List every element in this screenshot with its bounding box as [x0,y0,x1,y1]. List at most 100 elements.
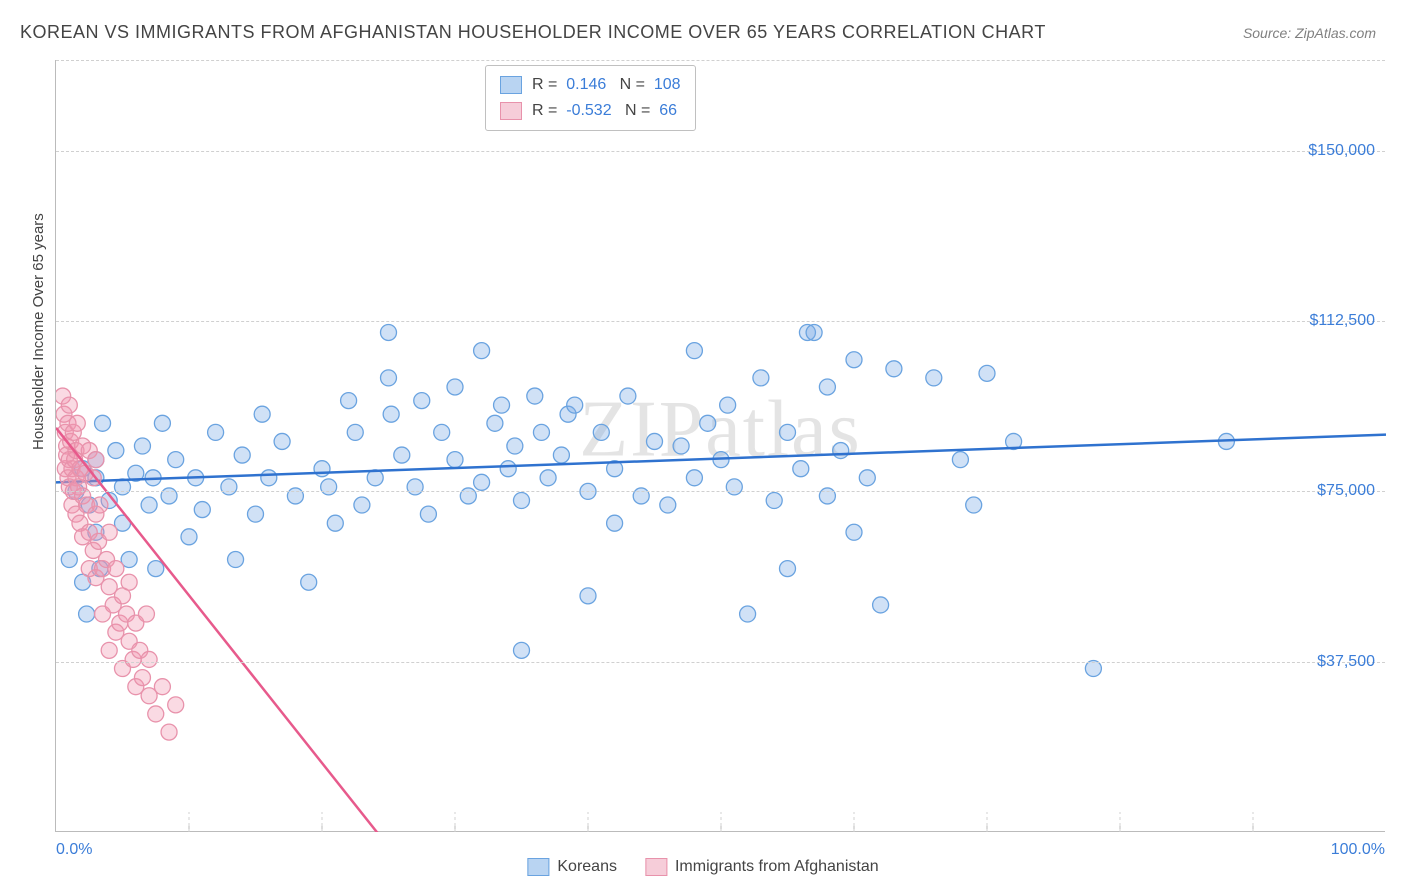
scatter-point [121,574,137,590]
legend-swatch [645,858,667,876]
correlation-legend: R = 0.146 N = 108R = -0.532 N = 66 [485,65,696,131]
scatter-point [101,642,117,658]
scatter-point [108,561,124,577]
scatter-point [154,679,170,695]
scatter-point [620,388,636,404]
scatter-point [647,433,663,449]
scatter-point [141,497,157,513]
series-legend: Koreans Immigrants from Afghanistan [527,858,878,876]
x-tick-label: 100.0% [1331,841,1385,859]
scatter-point [69,415,85,431]
scatter-point [254,406,270,422]
scatter-point [148,561,164,577]
scatter-point [161,488,177,504]
gridline-horizontal [56,662,1385,663]
scatter-point [1085,661,1101,677]
scatter-point [540,470,556,486]
scatter-point [161,724,177,740]
gridline-horizontal [56,321,1385,322]
scatter-point [354,497,370,513]
scatter-point [327,515,343,531]
scatter-point [660,497,676,513]
legend-series-label: Koreans [557,858,617,876]
scatter-point [221,479,237,495]
scatter-point [88,452,104,468]
source-attribution: Source: ZipAtlas.com [1243,25,1376,41]
scatter-point [886,361,902,377]
scatter-point [720,397,736,413]
scatter-point [846,524,862,540]
scatter-point [580,588,596,604]
y-tick-label: $37,500 [1317,653,1375,671]
scatter-point [228,552,244,568]
scatter-point [420,506,436,522]
scatter-point [873,597,889,613]
legend-series-label: Immigrants from Afghanistan [675,858,879,876]
y-tick-label: $112,500 [1309,312,1375,330]
scatter-point [514,492,530,508]
scatter-point [567,397,583,413]
scatter-point [341,393,357,409]
scatter-point [553,447,569,463]
scatter-point [474,474,490,490]
scatter-point [79,606,95,622]
scatter-point [514,642,530,658]
scatter-point [966,497,982,513]
scatter-point [447,452,463,468]
scatter-point [248,506,264,522]
scatter-point [414,393,430,409]
scatter-point [979,365,995,381]
scatter-point [833,443,849,459]
scatter-point [806,324,822,340]
chart-svg [56,60,1386,832]
scatter-point [234,447,250,463]
scatter-point [686,343,702,359]
scatter-point [766,492,782,508]
gridline-horizontal [56,491,1385,492]
legend-series-item: Koreans [527,858,617,876]
legend-correlation-row: R = 0.146 N = 108 [500,72,681,98]
scatter-point [740,606,756,622]
scatter-point [138,606,154,622]
scatter-point [500,461,516,477]
x-tick-label: 0.0% [56,841,92,859]
scatter-point [607,515,623,531]
scatter-point [407,479,423,495]
scatter-point [780,561,796,577]
scatter-point [753,370,769,386]
scatter-point [673,438,689,454]
scatter-point [859,470,875,486]
scatter-point [633,488,649,504]
scatter-point [148,706,164,722]
scatter-point [507,438,523,454]
scatter-point [134,670,150,686]
plot-area: ZIPatlas $37,500$75,000$112,500$150,0000… [55,60,1385,832]
scatter-point [381,324,397,340]
scatter-point [593,424,609,440]
legend-stats-text: R = 0.146 N = 108 [532,72,681,98]
gridline-horizontal [56,151,1385,152]
scatter-point [819,379,835,395]
scatter-point [141,651,157,667]
scatter-point [952,452,968,468]
scatter-point [726,479,742,495]
scatter-point [460,488,476,504]
scatter-point [168,452,184,468]
scatter-point [780,424,796,440]
scatter-point [700,415,716,431]
scatter-point [181,529,197,545]
y-tick-label: $75,000 [1317,482,1375,500]
scatter-point [533,424,549,440]
scatter-point [474,343,490,359]
scatter-point [95,415,111,431]
legend-correlation-row: R = -0.532 N = 66 [500,98,681,124]
legend-stats-text: R = -0.532 N = 66 [532,98,677,124]
scatter-point [261,470,277,486]
scatter-point [819,488,835,504]
y-axis-label: Householder Income Over 65 years [30,213,47,450]
scatter-point [383,406,399,422]
scatter-point [926,370,942,386]
scatter-point [274,433,290,449]
scatter-point [61,552,77,568]
legend-swatch [500,76,522,94]
